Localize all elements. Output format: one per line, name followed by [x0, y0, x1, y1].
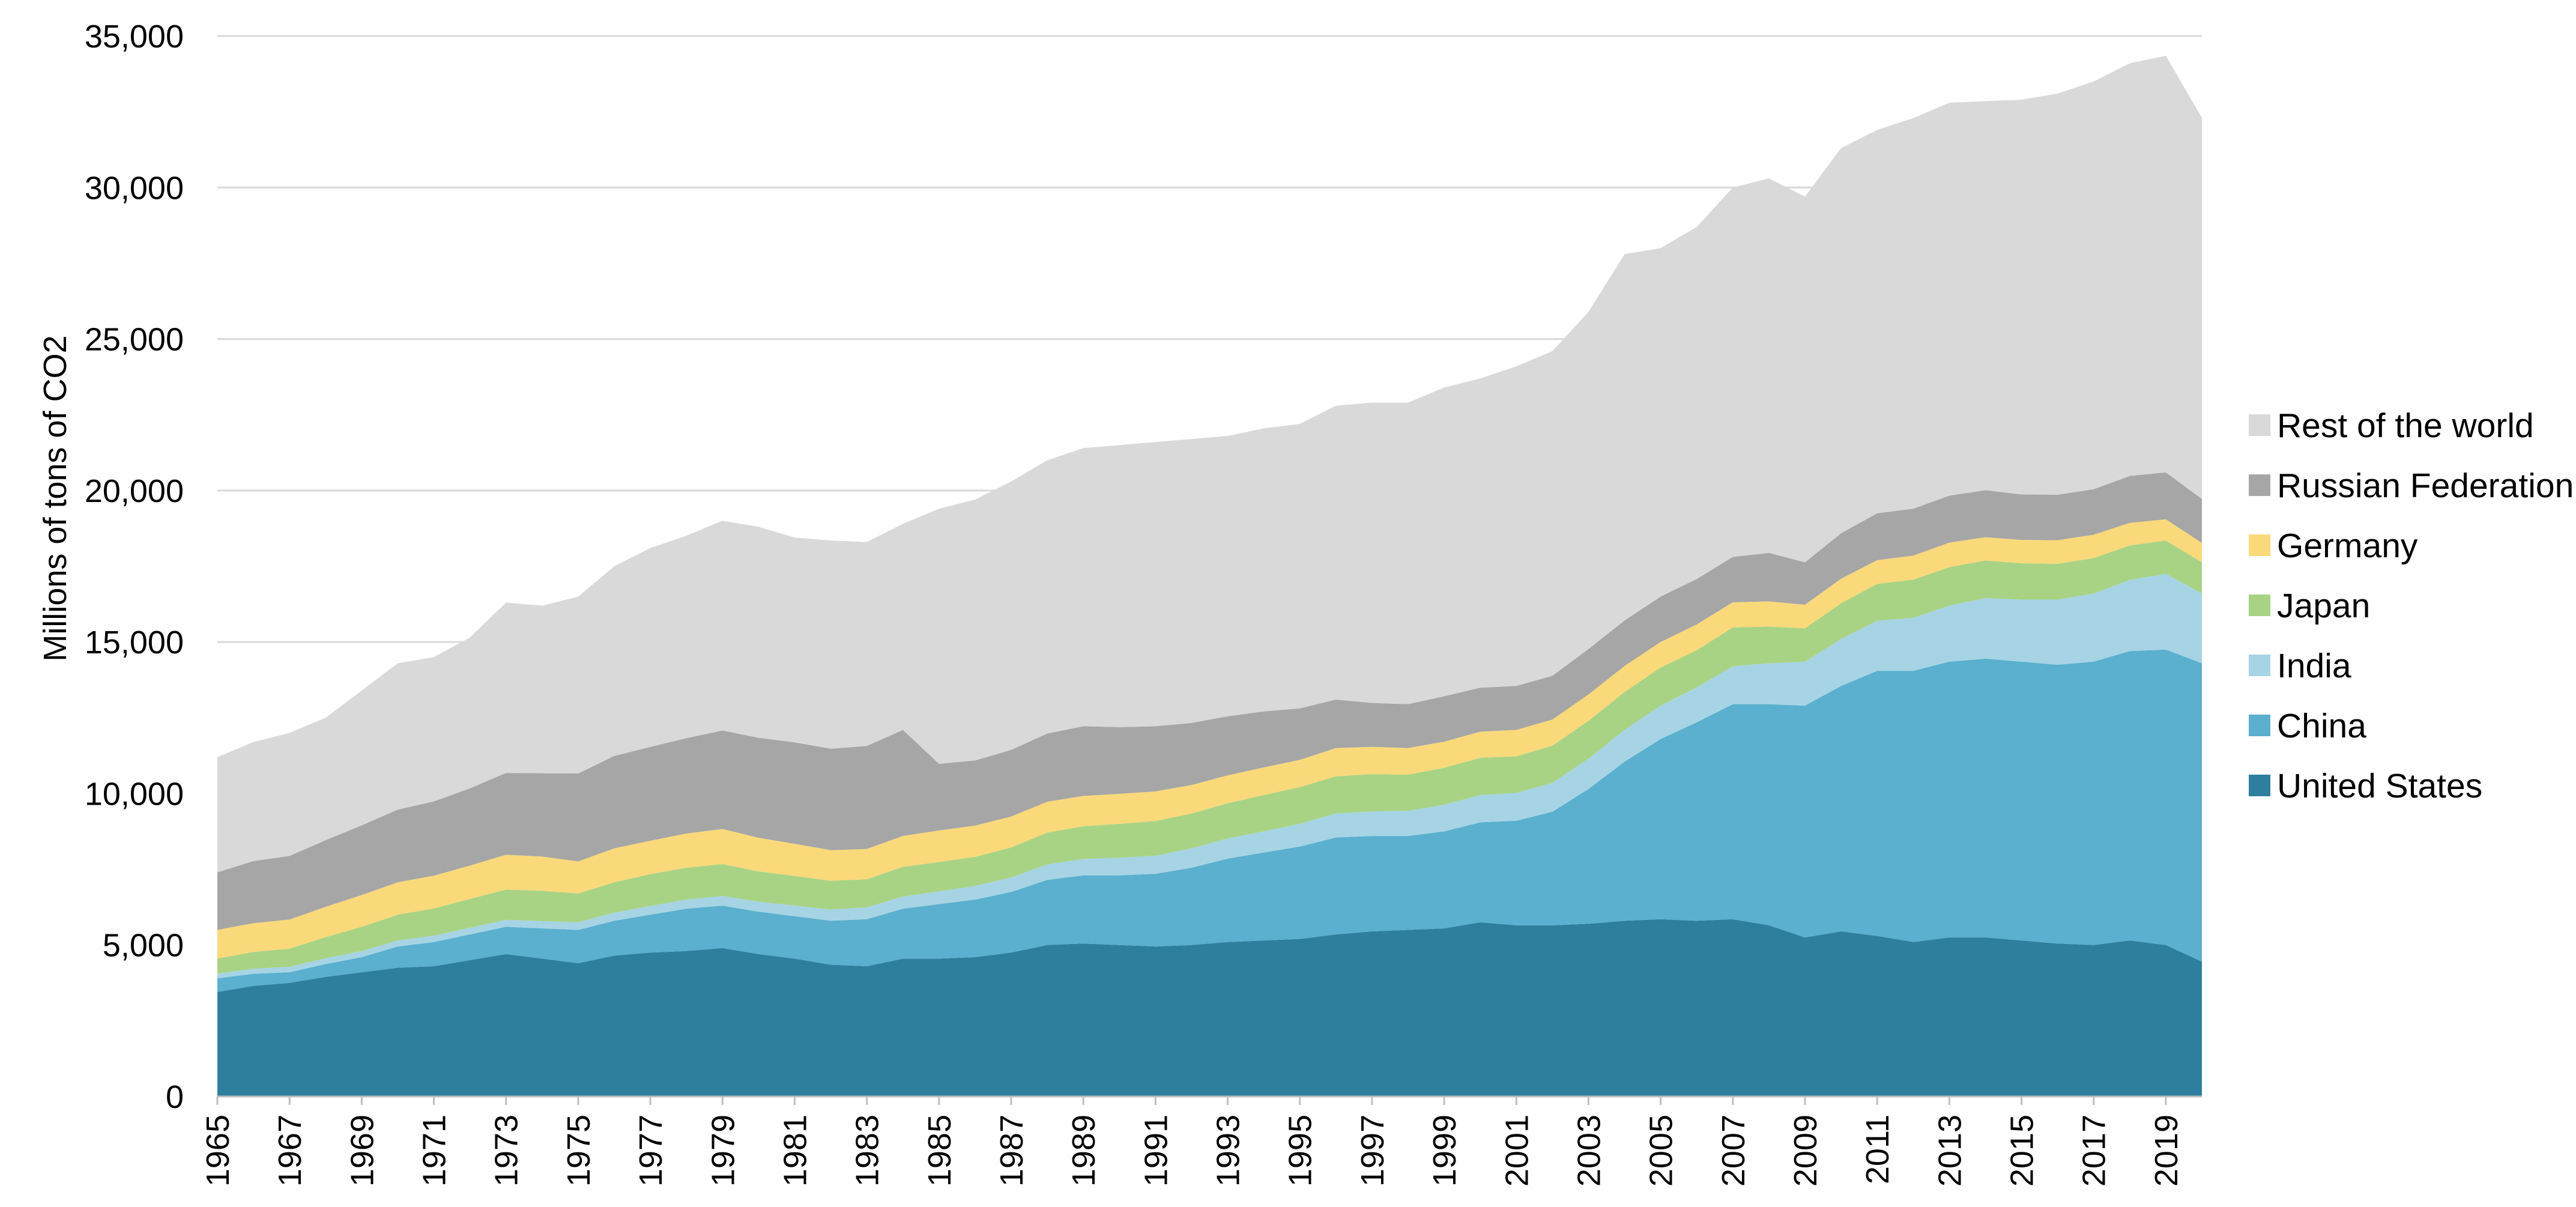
legend-swatch [2249, 414, 2270, 436]
y-tick-label: 10,000 [85, 776, 184, 812]
y-tick-label: 0 [166, 1079, 184, 1115]
x-tick-label: 1973 [489, 1115, 525, 1187]
x-tick-label: 1971 [417, 1115, 453, 1187]
legend-label: India [2277, 647, 2351, 685]
area-india [217, 573, 2202, 979]
y-tick-label: 20,000 [85, 473, 184, 509]
area-rest-of-the-world [217, 55, 2202, 873]
y-axis-title: Millions of tons of CO2 [37, 335, 73, 661]
x-tick-label: 2017 [2076, 1115, 2112, 1187]
legend-item-germany: Germany [2249, 527, 2418, 565]
x-tick-label: 2011 [1860, 1115, 1896, 1184]
legend-item-united-states: United States [2249, 767, 2482, 805]
x-axis-ticks: 1965 1967 1969 1971 1973 1975 1977 1979 1981 1983… [200, 1097, 2184, 1187]
x-tick-label: 2015 [2004, 1115, 2040, 1187]
legend-label: Russian Federation [2277, 467, 2574, 505]
legend-item-japan: Japan [2249, 587, 2370, 625]
y-tick-label: 5,000 [103, 928, 184, 964]
y-axis-ticks: 0 5,000 10,000 15,000 20,000 25,000 30,000 35,0… [85, 19, 184, 1115]
y-tick-label: 15,000 [85, 625, 184, 661]
x-tick-label: 1967 [272, 1115, 308, 1187]
legend-swatch [2249, 655, 2270, 676]
x-tick-label: 1991 [1138, 1115, 1174, 1187]
x-tick-label: 1977 [633, 1115, 669, 1187]
x-tick-label: 2001 [1499, 1115, 1535, 1187]
legend-label: Germany [2277, 527, 2418, 565]
x-tick-label: 1989 [1066, 1115, 1102, 1187]
x-tick-label: 1995 [1283, 1115, 1319, 1187]
legend-item-russian-federation: Russian Federation [2249, 467, 2574, 505]
x-tick-label: 1981 [777, 1115, 813, 1187]
legend-swatch [2249, 715, 2270, 736]
y-tick-label: 25,000 [85, 322, 184, 358]
x-tick-label: 1993 [1211, 1115, 1247, 1187]
legend-swatch [2249, 474, 2270, 496]
area-series-group [217, 55, 2202, 1097]
area-united-states [217, 919, 2202, 1097]
legend-swatch [2249, 594, 2270, 616]
legend-label: Japan [2277, 587, 2370, 625]
x-tick-label: 1985 [922, 1115, 958, 1187]
legend-item-rest-of-the-world: Rest of the world [2249, 407, 2534, 445]
x-tick-label: 2003 [1571, 1115, 1607, 1187]
x-tick-label: 1999 [1427, 1115, 1463, 1187]
x-tick-label: 1975 [561, 1115, 597, 1187]
x-tick-label: 1979 [705, 1115, 741, 1187]
x-tick-label: 2019 [2148, 1115, 2184, 1187]
legend-swatch [2249, 534, 2270, 556]
x-tick-label: 1987 [994, 1115, 1030, 1187]
x-tick-label: 2013 [1932, 1115, 1968, 1187]
x-tick-label: 1969 [344, 1115, 380, 1187]
area-russian-federation [217, 472, 2202, 930]
legend-item-china: China [2249, 707, 2366, 745]
legend-label: Rest of the world [2277, 407, 2534, 445]
legend: Rest of the world Russian Federation Germa… [2249, 407, 2574, 805]
area-china [217, 649, 2202, 992]
x-tick-label: 1965 [200, 1115, 236, 1187]
area-germany [217, 519, 2202, 959]
legend-swatch [2249, 775, 2270, 796]
legend-item-india: India [2249, 647, 2351, 685]
y-tick-label: 35,000 [85, 19, 184, 55]
x-tick-label: 1983 [850, 1115, 886, 1187]
x-tick-label: 2007 [1716, 1115, 1752, 1187]
y-tick-label: 30,000 [85, 170, 184, 206]
x-tick-label: 2005 [1643, 1115, 1680, 1187]
x-tick-label: 2009 [1788, 1115, 1824, 1187]
area-japan [217, 540, 2202, 974]
legend-label: China [2277, 707, 2366, 745]
x-tick-label: 1997 [1355, 1115, 1391, 1187]
legend-label: United States [2277, 767, 2482, 805]
